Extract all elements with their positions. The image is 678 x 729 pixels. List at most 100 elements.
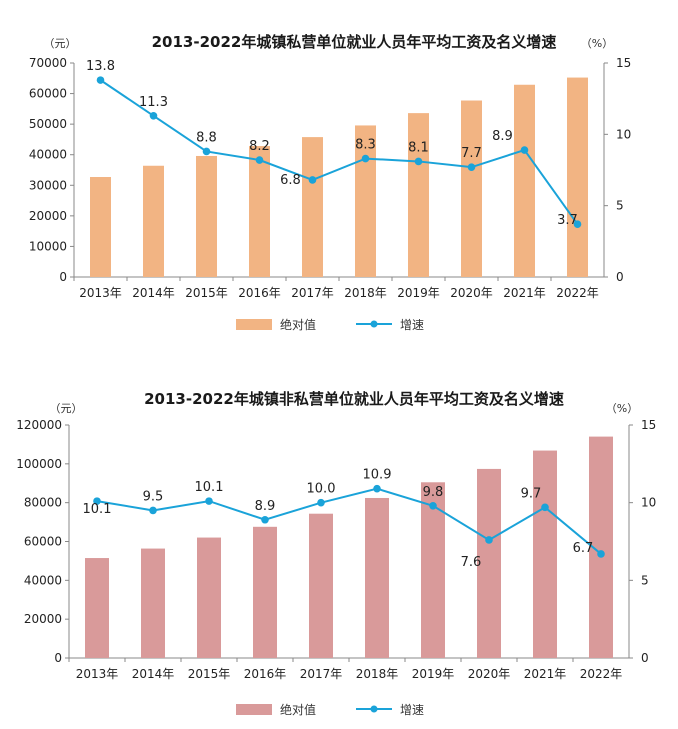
x-axis-tick-label: 2021年 [503,286,546,300]
growth-rate-point [573,220,582,229]
bar [309,513,333,658]
bar [90,177,111,277]
growth-rate-point [255,156,264,164]
growth-rate-data-label: 7.7 [461,146,482,161]
bar [514,84,535,277]
growth-rate-data-label: 10.0 [307,482,336,497]
growth-rate-point [373,484,381,493]
x-axis-tick-label: 2020年 [468,667,511,681]
growth-rate-data-label: 11.3 [139,95,168,110]
y2-axis-tick-label: 5 [616,199,624,213]
y-axis-tick-label: 70000 [29,56,67,70]
bar [477,468,501,658]
bar [355,125,376,278]
growth-rate-point [317,498,325,507]
growth-rate-data-label: 3.7 [557,213,578,228]
y-axis-tick-label: 60000 [29,87,67,101]
y-axis-tick-label: 40000 [29,148,67,162]
x-axis-tick-label: 2016年 [238,286,281,300]
growth-rate-point [96,76,105,84]
growth-rate-data-label: 8.2 [249,139,270,154]
x-axis-tick-label: 2017年 [291,286,334,300]
growth-rate-data-label: 8.9 [492,129,513,144]
x-axis-tick-label: 2015年 [185,286,228,300]
growth-rate-data-label: 9.8 [423,485,444,500]
y-axis-tick-label: 100000 [16,457,62,471]
x-axis-tick-label: 2020年 [450,286,493,300]
growth-rate-data-label: 8.3 [355,138,376,153]
growth-rate-point [520,146,529,154]
y2-axis-tick-label: 10 [641,496,656,510]
x-axis-tick-label: 2013年 [76,667,119,681]
growth-rate-point [149,506,157,515]
growth-rate-point [149,111,158,120]
x-axis-tick-label: 2021年 [524,667,567,681]
growth-rate-data-label: 6.7 [573,541,594,556]
bar [302,137,323,277]
growth-rate-data-label: 13.8 [86,59,115,74]
bar [253,526,277,658]
y-axis-tick-label: 60000 [24,535,62,549]
y-axis-tick-label: 50000 [29,117,67,131]
bar [141,548,165,658]
y2-axis-tick-label: 15 [641,418,656,432]
growth-rate-point [485,536,493,544]
growth-rate-data-label: 8.8 [196,130,217,145]
x-axis-tick-label: 2014年 [132,667,175,681]
growth-rate-point [467,163,476,171]
x-axis-tick-label: 2016年 [244,667,287,681]
x-axis-tick-label: 2019年 [397,286,440,300]
bar [197,537,221,658]
growth-rate-line [96,487,602,555]
legend-swatch-bar [236,704,272,715]
x-axis-tick-label: 2019年 [412,667,455,681]
y-axis-unit-label: （元） [44,37,77,50]
growth-rate-data-label: 9.5 [143,489,164,504]
growth-rate-data-label: 10.9 [363,468,392,483]
y-axis-tick-label: 30000 [29,178,67,192]
growth-rate-point [205,497,213,505]
bar [196,155,217,277]
y2-axis-tick-label: 0 [641,651,649,665]
bar [567,77,588,277]
chart-title: 2013-2022年城镇私营单位就业人员年平均工资及名义增速 [152,33,557,51]
growth-rate-data-label: 6.8 [280,173,301,188]
growth-rate-point [202,147,211,156]
growth-rate-data-label: 9.7 [521,486,542,501]
growth-rate-point [429,501,437,510]
growth-rate-point [597,550,605,558]
chart-nonprivate-wages: 2013-2022年城镇非私营单位就业人员年平均工资及名义增速 （元） （%） 0 20… [0,382,678,729]
bar [365,497,389,658]
y2-axis-tick-label: 10 [616,127,631,141]
y2-axis-unit-label: （%） [606,402,638,415]
y2-axis-unit-label: （%） [581,37,613,50]
growth-rate-point [308,176,317,184]
x-axis-tick-label: 2018年 [344,286,387,300]
y2-axis-tick-label: 5 [641,573,649,587]
growth-rate-point [541,503,549,512]
x-axis-tick-label: 2015年 [188,667,231,681]
y2-axis-tick-label: 0 [616,270,624,284]
growth-rate-point [93,497,101,505]
y-axis-tick-label: 20000 [29,209,67,223]
x-axis-tick-label: 2018年 [356,667,399,681]
bar [85,558,109,658]
y-axis-tick-label: 0 [59,270,67,284]
growth-rate-data-label: 8.1 [408,140,429,155]
x-axis-tick-label: 2017年 [300,667,343,681]
chart-title: 2013-2022年城镇非私营单位就业人员年平均工资及名义增速 [144,390,564,408]
y2-axis-tick-label: 15 [616,56,631,70]
bar [408,113,429,278]
growth-rate-data-label: 7.6 [461,555,482,570]
y-axis-tick-label: 20000 [24,612,62,626]
y-axis-tick-label: 120000 [16,418,62,432]
legend-label-line: 增速 [400,318,424,332]
growth-rate-point [361,154,370,163]
growth-rate-point [261,515,269,524]
chart-private-wages-svg: 2013-2022年城镇私营单位就业人员年平均工资及名义增速 （元） （%） 0 10 0… [29,33,631,332]
y-axis-tick-label: 80000 [24,496,62,510]
x-axis-tick-label: 2014年 [132,286,175,300]
bar [533,450,557,658]
legend-label-bar: 绝对值 [280,702,316,717]
growth-rate-data-label: 8.9 [255,499,276,514]
